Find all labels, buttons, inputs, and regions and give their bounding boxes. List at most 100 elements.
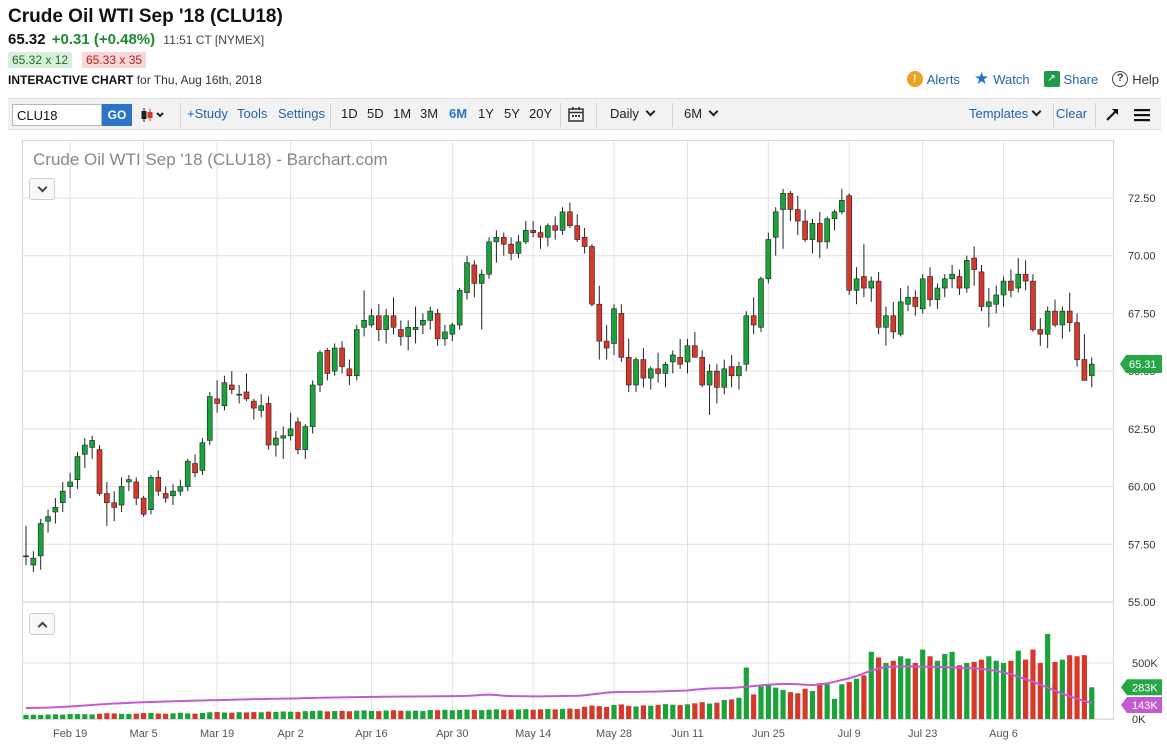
x-tick-label: Mar 5 <box>130 728 158 740</box>
volume-bar <box>574 709 580 719</box>
interval-select[interactable]: Daily <box>610 106 656 121</box>
volume-ma-line <box>25 665 1093 710</box>
volume-bar <box>684 704 691 719</box>
volume-bar <box>912 663 918 719</box>
candle-body <box>581 236 588 247</box>
tools-button[interactable]: Tools <box>237 106 268 121</box>
candle-body <box>824 218 830 243</box>
volume-bar <box>552 709 558 719</box>
volume-bar <box>956 665 963 719</box>
range-1y[interactable]: 1Y <box>478 106 494 121</box>
volume-bar <box>126 713 132 719</box>
volume-bar <box>559 708 566 719</box>
volume-bar <box>185 713 191 719</box>
range-1m[interactable]: 1M <box>393 106 412 121</box>
range-20y[interactable]: 20Y <box>529 106 553 121</box>
candle-body <box>162 493 169 499</box>
range-1d[interactable]: 1D <box>341 106 358 121</box>
candle-body <box>1015 273 1022 289</box>
instrument-title: Crude Oil WTI Sep '18 (CLU18) <box>8 6 283 27</box>
period-select[interactable]: 6M <box>684 106 719 121</box>
help-link[interactable]: ? Help <box>1112 71 1159 87</box>
volume-bar <box>501 709 507 719</box>
candle-body <box>390 315 397 328</box>
candle-body <box>699 356 706 386</box>
settings-button[interactable]: Settings <box>278 106 325 121</box>
interactive-chart-heading: INTERACTIVE CHART <box>8 73 134 87</box>
volume-tick-label: 0K <box>1132 714 1146 726</box>
watch-link[interactable]: ★ Watch <box>974 70 1030 87</box>
toolbar-separator <box>672 103 673 127</box>
volume-bar <box>515 709 522 719</box>
volume-bar <box>52 714 58 719</box>
volume-bar <box>96 713 103 719</box>
clear-button[interactable]: Clear <box>1056 106 1088 121</box>
volume-bar <box>1023 659 1029 719</box>
volume-bar <box>890 660 896 719</box>
volume-bar <box>243 712 250 719</box>
candle-body <box>574 225 581 240</box>
volume-bar <box>1074 656 1080 719</box>
x-tick-label: Apr 2 <box>277 728 303 740</box>
volume-badge <box>1121 679 1162 696</box>
volume-bar <box>802 688 808 719</box>
volume-bar <box>273 711 279 719</box>
go-button[interactable]: GO <box>102 104 132 126</box>
volume-bar <box>45 714 51 719</box>
volume-bar <box>317 710 323 719</box>
volume-bar <box>883 663 889 719</box>
alert-icon: ! <box>906 71 923 87</box>
candle-body <box>662 363 669 374</box>
volume-bar <box>82 714 88 719</box>
calendar-icon[interactable] <box>568 106 584 122</box>
collapse-volume-pane-button[interactable] <box>29 613 55 635</box>
candle-body <box>89 440 95 448</box>
templates-label: Templates <box>969 106 1029 121</box>
volume-bar <box>457 709 463 719</box>
candle-body <box>883 315 889 328</box>
candle-body <box>993 294 1000 305</box>
candle-body <box>434 313 441 340</box>
volume-badge-label: 283K <box>1132 682 1158 694</box>
symbol-input[interactable] <box>12 104 102 126</box>
candle-body <box>23 555 29 558</box>
volume-bar <box>934 660 940 719</box>
chart-type-candle-icon[interactable] <box>140 107 168 123</box>
candle-body <box>133 481 140 499</box>
x-tick-label: Jul 23 <box>908 728 937 740</box>
candle-body <box>427 310 434 321</box>
price-line: 65.32 +0.31 (+0.48%) 11:51 CT [NYMEX] <box>8 31 264 48</box>
expand-icon[interactable] <box>1104 107 1120 123</box>
candle-body <box>1008 280 1014 291</box>
candle-body <box>934 287 941 300</box>
collapse-price-pane-button[interactable] <box>29 178 55 200</box>
help-icon: ? <box>1112 71 1129 87</box>
add-study-button[interactable]: +Study <box>187 106 228 121</box>
volume-bar <box>133 713 139 719</box>
x-tick-label: Jun 25 <box>752 728 785 740</box>
range-6m[interactable]: 6M <box>449 106 468 121</box>
volume-bar <box>479 710 485 719</box>
volume-bar <box>780 689 786 719</box>
volume-bar <box>773 687 779 719</box>
templates-menu[interactable]: Templates <box>969 106 1042 121</box>
volume-bar <box>582 706 588 719</box>
share-link[interactable]: ↗ Share <box>1043 71 1098 87</box>
price-change: +0.31 (+0.48%) <box>51 31 156 48</box>
range-5d[interactable]: 5D <box>367 106 384 121</box>
volume-bar <box>986 656 992 719</box>
candle-body <box>302 426 309 450</box>
menu-icon[interactable] <box>1134 108 1150 122</box>
y-tick-label: 57.50 <box>1128 539 1156 551</box>
range-5y[interactable]: 5Y <box>504 106 520 121</box>
y-tick-label: 70.00 <box>1128 251 1156 263</box>
candle-body <box>603 340 610 349</box>
chevron-down-icon <box>37 182 48 193</box>
candle-body <box>206 396 213 441</box>
volume-bar <box>104 713 110 719</box>
alerts-link[interactable]: ! Alerts <box>906 71 960 87</box>
range-3m[interactable]: 3M <box>420 106 439 121</box>
candle-body <box>706 370 713 386</box>
volume-bar <box>170 713 176 719</box>
